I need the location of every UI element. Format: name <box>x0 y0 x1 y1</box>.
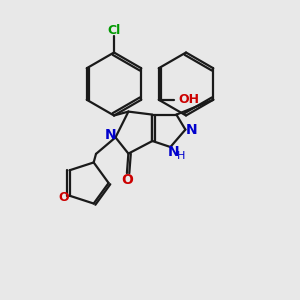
Text: Cl: Cl <box>107 24 121 38</box>
Text: O: O <box>59 191 69 204</box>
Text: H: H <box>177 151 185 161</box>
Text: O: O <box>121 173 133 187</box>
Text: N: N <box>186 123 197 136</box>
Text: N: N <box>168 146 180 159</box>
Text: N: N <box>104 128 116 142</box>
Text: OH: OH <box>178 93 199 106</box>
